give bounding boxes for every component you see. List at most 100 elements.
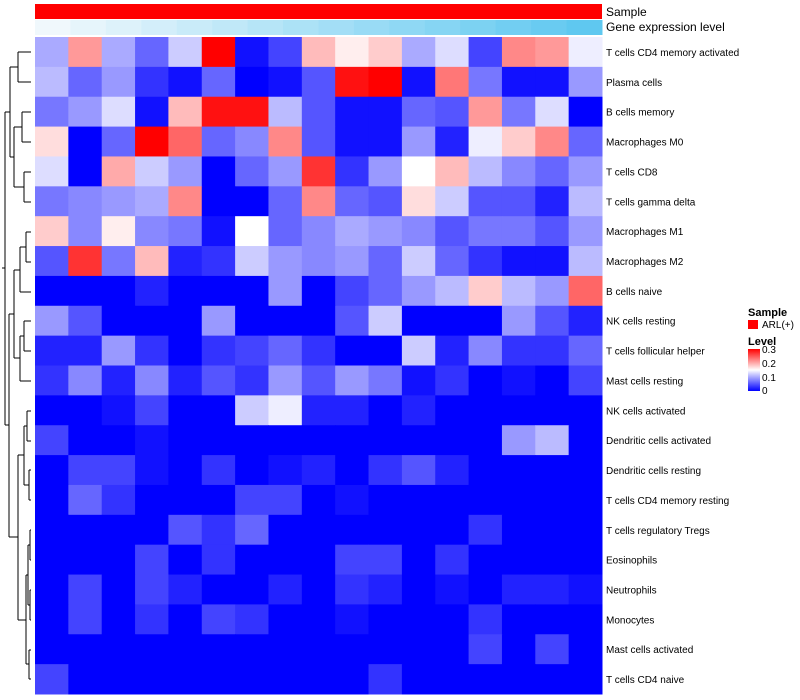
heatmap-cell-r2-c13 [468,96,503,128]
heatmap-cell-r18-c7 [268,574,303,605]
heatmap-cell-r0-c2 [101,37,136,68]
heatmap-cell-r21-c1 [68,664,103,695]
heatmap-cell-r21-c13 [468,664,503,695]
heatmap-cell-r7-c16 [568,246,603,277]
gene-expression-cell-12 [460,20,497,35]
heatmap-cell-r10-c16 [568,335,603,366]
heatmap-cell-r15-c2 [101,484,136,516]
heatmap-cell-r16-c8 [301,514,336,546]
heatmap-cell-r3-c12 [435,126,470,157]
heatmap-cell-r6-c10 [368,216,403,247]
heatmap-cell-r0-c16 [568,37,603,68]
heatmap-cell-r11-c3 [135,365,169,396]
heatmap-cell-r5-c13 [468,186,503,217]
heatmap-cell-r1-c3 [135,66,169,98]
heatmap-cell-r14-c2 [101,455,136,486]
heatmap-cell-r16-c0 [35,514,69,546]
heatmap-cell-r11-c8 [301,365,336,396]
heatmap-cell-r1-c5 [201,66,236,98]
heatmap-cell-r2-c3 [135,96,169,128]
heatmap-cell-r5-c10 [368,186,403,217]
row-label-20: Mast cells activated [606,645,693,656]
row-labels: T cells CD4 memory activated Plasma cells… [606,48,739,686]
heatmap-cell-r7-c14 [501,246,536,277]
heatmap-cell-r8-c11 [401,275,436,307]
heatmap-cell-r11-c11 [401,365,436,396]
row-label-12: NK cells activated [606,406,685,417]
heatmap-cell-r8-c13 [468,275,503,307]
heatmap-cell-r14-c14 [501,455,536,486]
heatmap-cell-r6-c16 [568,216,603,247]
heatmap-cell-r6-c15 [535,216,570,247]
heatmap-cell-r4-c12 [435,156,470,187]
heatmap-cell-r2-c12 [435,96,470,128]
row-label-21: T cells CD4 naive [606,675,685,686]
heatmap-cell-r10-c6 [235,335,269,366]
heatmap-cell-r13-c7 [268,425,303,456]
heatmap-cell-r2-c5 [201,96,236,128]
gene-expression-cell-1 [70,20,107,35]
heatmap-cell-r7-c1 [68,246,103,277]
heatmap-cell-r14-c1 [68,455,103,486]
heatmap-cell-r6-c6 [235,216,269,247]
heatmap-cell-r14-c13 [468,455,503,486]
heatmap-cell-r9-c9 [335,305,370,337]
heatmap-cell-r16-c1 [68,514,103,546]
heatmap-cell-r7-c2 [101,246,136,277]
gene-expression-cell-2 [105,20,142,35]
level-legend-title: Level [748,336,776,348]
heatmap-cell-r9-c2 [101,305,136,337]
heatmap-cell-r1-c14 [501,66,536,98]
heatmap-cell-r21-c9 [335,664,370,695]
heatmap-cell-r0-c6 [235,37,269,68]
heatmap-cell-r15-c0 [35,484,69,516]
level-tick-0.3: 0.3 [762,345,776,356]
heatmap-cell-r17-c1 [68,544,103,576]
heatmap-cell-r18-c10 [368,574,403,605]
heatmap-cell-r21-c15 [535,664,570,695]
heatmap-cell-r12-c16 [568,395,603,426]
heatmap-cell-r13-c6 [235,425,269,456]
heatmap-cell-r8-c10 [368,275,403,307]
heatmap-cell-r13-c13 [468,425,503,456]
heatmap-cell-r0-c11 [401,37,436,68]
heatmap-cell-r11-c12 [435,365,470,396]
heatmap-cell-r16-c6 [235,514,269,546]
heatmap-cell-r13-c11 [401,425,436,456]
sample-legend-entry: ARL(+) [762,320,794,331]
heatmap-cell-r12-c1 [68,395,103,426]
heatmap-cell-r15-c1 [68,484,103,516]
heatmap-cell-r17-c12 [435,544,470,576]
heatmap-cell-r10-c4 [168,335,203,366]
heatmap-cell-r9-c15 [535,305,570,337]
heatmap-cell-r14-c10 [368,455,403,486]
heatmap-cell-r19-c4 [168,604,203,635]
heatmap-cell-r10-c10 [368,335,403,366]
heatmap-cell-r19-c8 [301,604,336,635]
heatmap-cell-r10-c14 [501,335,536,366]
heatmap-cell-r11-c5 [201,365,236,396]
level-colorbar [748,349,760,391]
heatmap-cell-r1-c4 [168,66,203,98]
heatmap-cell-r5-c2 [101,186,136,217]
heatmap-cell-r5-c7 [268,186,303,217]
heatmap-cell-r12-c9 [335,395,370,426]
heatmap-cell-r7-c13 [468,246,503,277]
heatmap-cell-r6-c3 [135,216,169,247]
heatmap-cell-r2-c9 [335,96,370,128]
heatmap-cell-r12-c4 [168,395,203,426]
heatmap-cell-r18-c14 [501,574,536,605]
heatmap-cell-r11-c16 [568,365,603,396]
heatmap-cell-r2-c1 [68,96,103,128]
heatmap-cell-r5-c1 [68,186,103,217]
heatmap-cell-r5-c16 [568,186,603,217]
heatmap-cell-r21-c6 [235,664,269,695]
heatmap-cell-r18-c5 [201,574,236,605]
heatmap-cell-r14-c16 [568,455,603,486]
row-label-19: Monocytes [606,615,654,626]
heatmap-cell-r3-c15 [535,126,570,157]
heatmap-cell-r17-c0 [35,544,69,576]
heatmap-cell-r17-c2 [101,544,136,576]
heatmap-cell-r4-c15 [535,156,570,187]
heatmap-cell-r9-c11 [401,305,436,337]
